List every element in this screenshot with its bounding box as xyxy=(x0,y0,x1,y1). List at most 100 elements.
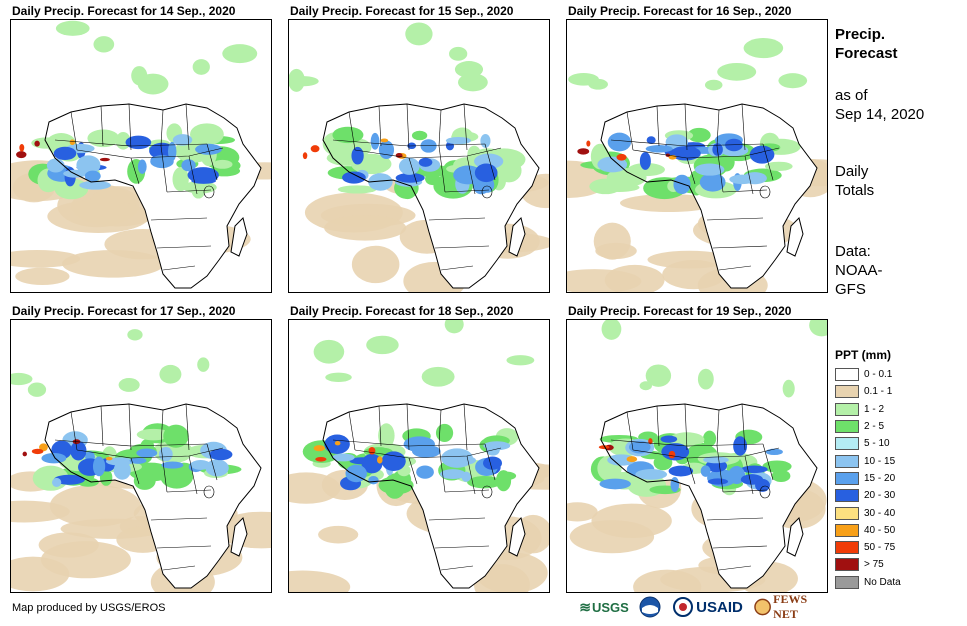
heavy-rain-area xyxy=(395,172,425,183)
heavy-rain-area xyxy=(41,452,67,464)
legend-swatch xyxy=(835,368,859,382)
heavy-rain-area xyxy=(700,465,711,477)
coastline xyxy=(600,403,818,589)
heavy-rain-area xyxy=(351,146,364,165)
legend-label: 5 - 10 xyxy=(864,438,890,450)
light-rain-area xyxy=(595,242,637,260)
country-border xyxy=(706,517,764,521)
heavy-rain-area xyxy=(136,448,158,458)
rain-area xyxy=(131,66,148,86)
rain-area xyxy=(325,372,352,382)
map-panel-2: Daily Precip. Forecast for 15 Sep., 2020 xyxy=(288,3,550,293)
source-line: NOAA- xyxy=(835,262,883,279)
rain-area xyxy=(762,460,792,473)
heavy-rain-area xyxy=(418,157,433,167)
light-rain-area xyxy=(567,269,642,292)
legend-swatch xyxy=(835,506,859,520)
extreme-rain-area xyxy=(586,140,591,147)
country-border xyxy=(76,147,224,159)
extreme-rain-area xyxy=(16,151,27,159)
country-border xyxy=(444,489,490,493)
extreme-rain-area xyxy=(598,445,610,450)
legend-swatch xyxy=(835,385,859,399)
legend-swatch xyxy=(835,471,859,485)
heavy-rain-area xyxy=(461,471,471,482)
country-border xyxy=(684,403,688,451)
precip-map xyxy=(566,19,828,293)
country-border xyxy=(626,111,634,151)
light-rain-area xyxy=(11,500,70,523)
madagascar-coastline xyxy=(786,517,804,557)
extreme-rain-area xyxy=(39,443,48,452)
heavy-rain-area xyxy=(661,443,690,461)
country-border xyxy=(438,109,442,147)
rain-area xyxy=(55,20,90,36)
heavy-rain-area xyxy=(381,451,406,471)
heavy-rain-area xyxy=(445,136,472,145)
africa-map-svg xyxy=(567,320,827,592)
lake-victoria xyxy=(759,185,771,199)
rain-area xyxy=(495,470,512,492)
legend-label: No Data xyxy=(864,576,901,588)
rain-area xyxy=(27,382,47,397)
heavy-rain-area xyxy=(599,478,631,490)
totals-note: Daily Totals xyxy=(835,162,874,200)
rain-area xyxy=(332,126,364,144)
asof-line: as of xyxy=(835,87,868,104)
legend-label: 1 - 2 xyxy=(864,403,885,415)
fews-logo-text: FEWS NET xyxy=(773,592,808,621)
country-border xyxy=(484,143,496,181)
legend-item: 5 - 10 xyxy=(835,435,945,452)
country-border xyxy=(718,265,752,271)
extreme-rain-area xyxy=(368,446,376,455)
precip-legend: PPT (mm) 0 - 0.1 0.1 - 1 1 - 2 2 - 5 5 - 10 1… xyxy=(835,347,945,591)
legend-item: 40 - 50 xyxy=(835,522,945,539)
heavy-rain-area xyxy=(707,478,729,485)
rain-area xyxy=(172,167,189,192)
rain-area xyxy=(809,320,827,337)
rain-area xyxy=(366,335,399,355)
country-border xyxy=(440,565,474,571)
country-border xyxy=(484,443,496,481)
light-rain-area xyxy=(351,245,400,284)
rain-area xyxy=(192,59,210,75)
heavy-rain-area xyxy=(416,465,434,479)
country-border xyxy=(632,447,780,459)
heavy-rain-area xyxy=(440,469,466,480)
heavy-rain-area xyxy=(342,171,366,184)
country-border xyxy=(428,217,486,221)
extreme-rain-area xyxy=(315,457,327,462)
legend-label: 40 - 50 xyxy=(864,524,896,536)
rain-area xyxy=(313,339,345,364)
country-border xyxy=(466,455,476,495)
legend-item: No Data xyxy=(835,574,945,591)
country-border xyxy=(626,411,634,451)
rain-area xyxy=(87,129,120,148)
rain-area xyxy=(337,185,377,194)
country-border xyxy=(744,155,754,195)
heavy-rain-area xyxy=(483,441,511,451)
country-border xyxy=(348,111,356,151)
heavy-rain-area xyxy=(137,159,147,174)
map-panel-4: Daily Precip. Forecast for 17 Sep., 2020 xyxy=(10,303,272,593)
country-border xyxy=(162,565,196,571)
coastline xyxy=(322,403,540,589)
heavy-rain-area xyxy=(125,135,152,150)
country-border xyxy=(762,443,774,481)
country-border xyxy=(206,443,218,481)
country-border xyxy=(354,147,502,159)
rain-area xyxy=(458,73,488,92)
legend-item: 0.1 - 1 xyxy=(835,383,945,400)
country-border xyxy=(160,445,168,493)
light-rain-area xyxy=(318,525,359,544)
rain-area xyxy=(222,44,258,64)
light-rain-area xyxy=(289,570,351,592)
country-border xyxy=(54,139,208,147)
light-rain-area xyxy=(647,250,731,269)
heavy-rain-area xyxy=(694,163,725,176)
extreme-rain-area xyxy=(302,152,308,160)
country-border xyxy=(712,545,768,549)
heavy-rain-area xyxy=(607,132,632,152)
africa-map-svg xyxy=(289,22,549,292)
heavy-rain-area xyxy=(368,173,393,191)
